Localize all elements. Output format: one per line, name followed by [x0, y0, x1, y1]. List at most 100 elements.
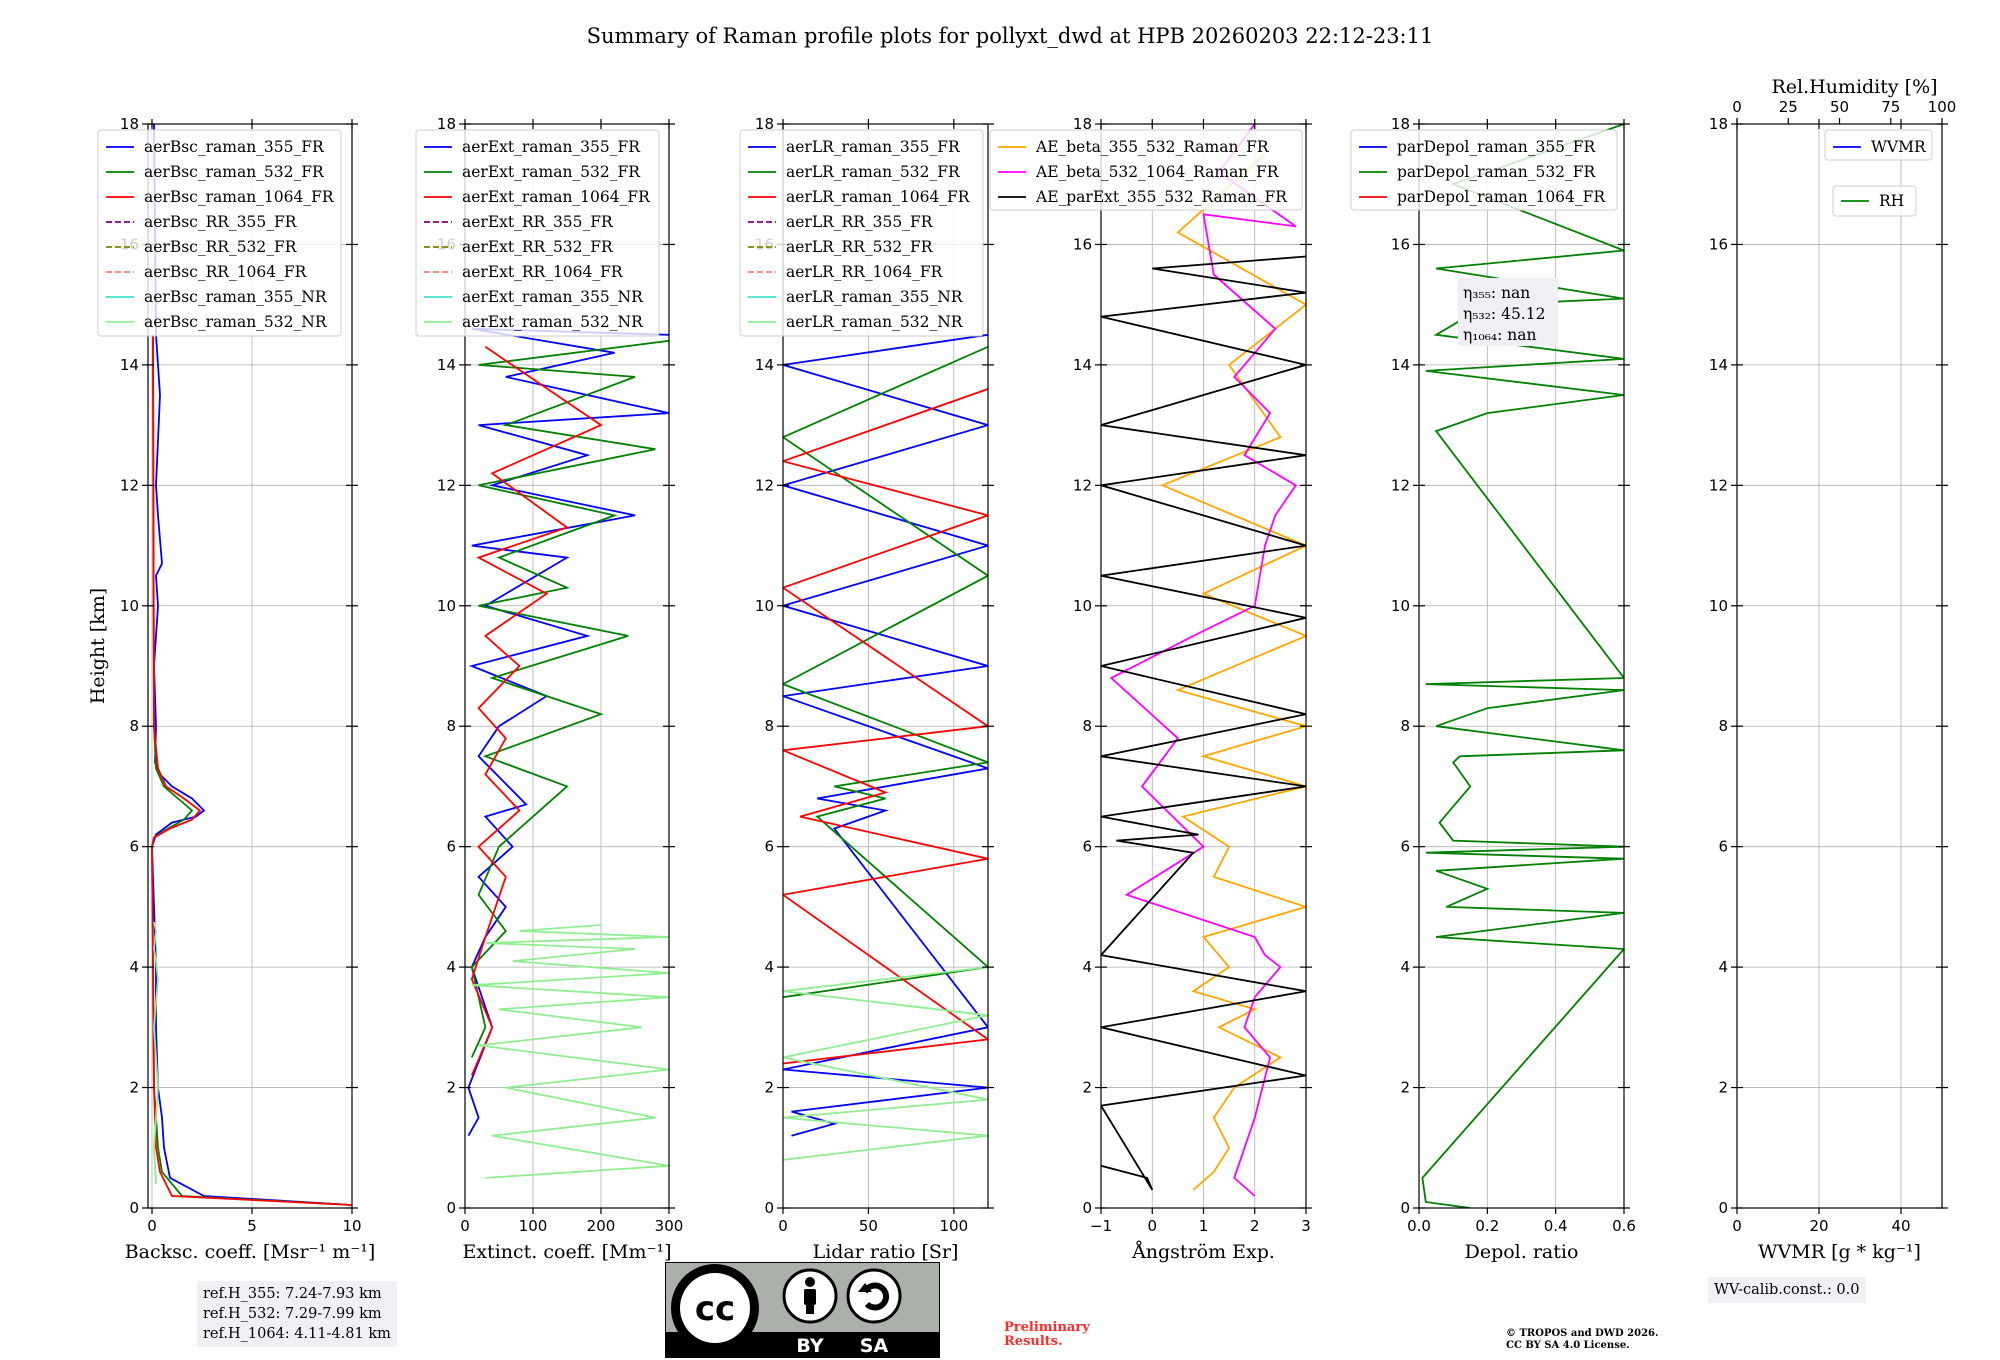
x-tick-label: 1 — [1199, 1217, 1209, 1235]
x-axis-label: Ångström Exp. — [1131, 1241, 1275, 1263]
legend-label: AE_parExt_355_532_Raman_FR — [1035, 188, 1288, 206]
x-axis-label: Backsc. coeff. [Msr⁻¹ m⁻¹] — [125, 1241, 376, 1263]
x-tick-label: 2 — [1250, 1217, 1260, 1235]
x-tick-label: 100 — [940, 1217, 969, 1235]
axes-frame — [464, 123, 670, 1209]
data-series — [467, 327, 669, 1179]
series-aerExt_raman_1064_FR — [470, 346, 603, 1076]
x2-tick-label: 50 — [1830, 98, 1849, 116]
y-tick-label: 8 — [446, 717, 456, 735]
y-tick-label: 0 — [129, 1199, 139, 1217]
y-tick-label: 18 — [1391, 115, 1410, 133]
legend-label: aerBsc_RR_532_FR — [144, 238, 298, 256]
legend-label: aerLR_RR_1064_FR — [786, 263, 944, 281]
x-tick-label: 200 — [587, 1217, 616, 1235]
x-axis-label: WVMR [g * kg⁻¹] — [1758, 1241, 1921, 1263]
x-tick-label: 0 — [1147, 1217, 1157, 1235]
y-tick-label: 10 — [1391, 597, 1410, 615]
y-tick-label: 2 — [129, 1079, 139, 1097]
cc-icon-text: cc — [695, 1289, 735, 1329]
refh-355: ref.H_355: 7.24-7.93 km — [203, 1286, 382, 1302]
y-tick-label: 6 — [1718, 838, 1728, 856]
y-tick-label: 6 — [764, 838, 774, 856]
series-aerBsc_raman_532_NR — [153, 921, 159, 1184]
y-tick-label: 14 — [755, 356, 774, 374]
series-aerBsc_raman_1064_FR — [151, 334, 352, 1206]
y-tick-label: 18 — [755, 115, 774, 133]
legend-rh: RH — [1832, 185, 1917, 217]
legend-label: aerBsc_raman_355_FR — [144, 138, 325, 156]
y-tick-label: 16 — [1073, 235, 1092, 253]
legend-label: parDepol_raman_355_FR — [1397, 138, 1597, 156]
y-tick-label: 8 — [129, 717, 139, 735]
x-tick-label: 10 — [342, 1217, 361, 1235]
y-tick-label: 0 — [1400, 1199, 1410, 1217]
sa-icon — [846, 1268, 902, 1324]
y-tick-label: 2 — [1082, 1079, 1092, 1097]
panel-bsc: 0246810121416180510Backsc. coeff. [Msr⁻¹… — [97, 115, 376, 1263]
data-series — [1421, 124, 1624, 1208]
panel-depol: 0 2 4 6 8 10 12 14 16 18 0.0 0.2 0.4 0.6 Depol. ratio p… — [1350, 115, 1636, 1263]
y-tick-label: 14 — [437, 356, 456, 374]
y-tick-label: 4 — [1718, 958, 1728, 976]
by-icon-body — [804, 1289, 816, 1305]
legend-box — [97, 129, 342, 337]
figure-title: Summary of Raman profile plots for polly… — [587, 24, 1434, 48]
panel-ext: 0246810121416180100200300Extinct. coeff.… — [415, 115, 683, 1263]
y-tick-label: 16 — [1391, 235, 1410, 253]
series-aerBsc_raman_355_FR — [151, 124, 352, 1206]
legend-depol: parDepol_raman_355_FR parDepol_raman_532_… — [1350, 129, 1618, 211]
y-tick-label: 18 — [1709, 115, 1728, 133]
x2-tick-label: 100 — [1928, 98, 1957, 116]
sa-icon-arc — [862, 1282, 890, 1311]
legend-label: aerLR_RR_355_FR — [786, 213, 934, 231]
wv-calib-text: WV-calib.const.: 0.0 — [1714, 1282, 1860, 1298]
legend-box — [415, 129, 660, 337]
legend-label: WVMR — [1871, 138, 1927, 156]
axes-frame — [1736, 123, 1943, 1209]
y-tick-label: 14 — [1709, 356, 1728, 374]
series-aerExt_raman_532_NR — [471, 924, 669, 1179]
legend-lr: aerLR_raman_355_FR aerLR_raman_532_FR aerL… — [739, 129, 984, 337]
x-axis-label: Lidar ratio [Sr] — [813, 1241, 959, 1263]
x-tick-label: 0.4 — [1544, 1217, 1568, 1235]
y-tick-label: 8 — [764, 717, 774, 735]
legend-wv: WVMR — [1824, 129, 1933, 161]
y-tick-label: 0 — [1082, 1199, 1092, 1217]
legend-label: aerExt_raman_355_NR — [462, 288, 644, 306]
axes-frame — [147, 123, 353, 1209]
legend-label: parDepol_raman_1064_FR — [1397, 188, 1606, 206]
y-tick-label: 18 — [437, 115, 456, 133]
y-tick-label: 12 — [1391, 476, 1410, 494]
legend-label: aerExt_raman_355_FR — [462, 138, 641, 156]
cc-license-badge: cc BY SA — [665, 1262, 940, 1358]
x-tick-label: 20 — [1809, 1217, 1828, 1235]
series-aerLR_raman_1064_FR — [783, 388, 988, 1065]
cc-circle — [680, 1273, 750, 1343]
legend-label: aerLR_RR_532_FR — [786, 238, 934, 256]
copyright-note: © TROPOS and DWD 2026. CC BY SA 4.0 Lice… — [1506, 1328, 1658, 1352]
legend-label: aerExt_RR_355_FR — [462, 213, 614, 231]
eta-line: η₁₀₆₄: nan — [1463, 326, 1537, 344]
legend-label: aerExt_raman_532_FR — [462, 163, 641, 181]
legend-label: aerLR_raman_355_FR — [786, 138, 961, 156]
series-AE_parExt_355_532_Raman_FR — [1101, 255, 1306, 1191]
sa-icon-arrow — [858, 1283, 872, 1292]
x-tick-label: 40 — [1891, 1217, 1910, 1235]
refh-1064: ref.H_1064: 4.11-4.81 km — [203, 1326, 391, 1342]
y-tick-label: 12 — [755, 476, 774, 494]
x-tick-label: −1 — [1090, 1217, 1112, 1235]
y-tick-label: 12 — [437, 476, 456, 494]
y-tick-label: 18 — [120, 115, 139, 133]
legend-box — [1824, 129, 1933, 161]
series-AE_beta_532_1064_Raman_FR — [1109, 124, 1298, 1197]
y-tick-label: 10 — [437, 597, 456, 615]
eta-annotation: η₃₅₅: nan η₅₃₂: 45.12 η₁₀₆₄: nan — [1458, 278, 1558, 346]
x-tick-label: 100 — [519, 1217, 548, 1235]
refh-box: ref.H_355: 7.24-7.93 km ref.H_532: 7.29-… — [197, 1281, 397, 1347]
x2-axis-label: Rel.Humidity [%] — [1771, 76, 1937, 98]
y-tick-label: 14 — [1391, 356, 1410, 374]
legend-label: aerLR_raman_532_FR — [786, 163, 961, 181]
x-axis-label: Depol. ratio — [1465, 1241, 1579, 1263]
data-series — [1101, 124, 1306, 1197]
